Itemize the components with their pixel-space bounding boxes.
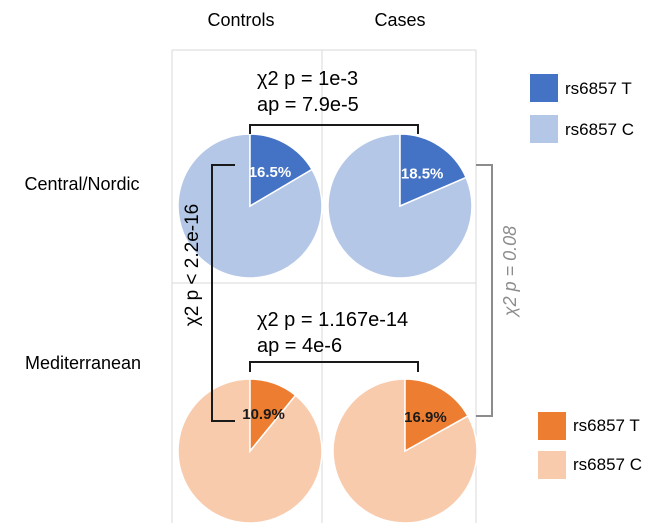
legend-top: rs6857 T rs6857 C [530,74,634,143]
pie-slice-nordic-controls-t [249,133,314,208]
row-header-central-nordic: Central/Nordic [24,174,139,194]
legend-label-med-t: rs6857 T [573,416,640,435]
med-test-line2: ap = 4e-6 [257,335,342,357]
legend-bottom: rs6857 T rs6857 C [538,412,642,479]
controls-vertical-test: χ2 p < 2.2e-16 [182,204,203,326]
pie-charts: 16.5% 18.5% 10.9% 16.9% [177,133,478,523]
pie-label-nordic-controls: 16.5% [249,164,292,181]
pie-label-med-cases: 16.9% [404,409,447,426]
pie-slice-nordic-cases-c [327,133,473,279]
pie-label-nordic-cases: 18.5% [401,165,444,182]
legend-swatch-med-c [538,451,566,479]
pie-slice-med-controls-c [177,378,323,523]
pie-slice-med-controls-t [249,378,297,454]
nordic-test-line2: ap = 7.9e-5 [257,94,359,116]
comparison-brackets [211,124,493,422]
med-test-line1: χ2 p = 1.167e-14 [257,309,408,331]
legend-label-med-c: rs6857 C [573,455,642,474]
row-header-mediterranean: Mediterranean [25,353,141,373]
pie-slice-med-cases-t [404,378,469,453]
legend-label-nordic-t: rs6857 T [565,79,632,98]
legend-swatch-nordic-c [530,115,558,143]
nordic-test-line1: χ2 p = 1e-3 [257,68,358,90]
legend-swatch-nordic-t [530,74,558,102]
pie-slice-nordic-cases-t [399,133,468,208]
pie-label-med-controls: 10.9% [242,406,285,423]
column-header-controls: Controls [207,10,274,30]
cases-vertical-test: χ2 p = 0.08 [500,226,520,318]
column-header-cases: Cases [374,10,425,30]
legend-swatch-med-t [538,412,566,440]
bracket-med-horizontal [249,361,419,372]
bracket-controls-vertical [211,164,235,422]
bracket-cases-vertical [476,164,493,417]
bracket-nordic-horizontal [249,124,419,134]
legend-label-nordic-c: rs6857 C [565,120,634,139]
